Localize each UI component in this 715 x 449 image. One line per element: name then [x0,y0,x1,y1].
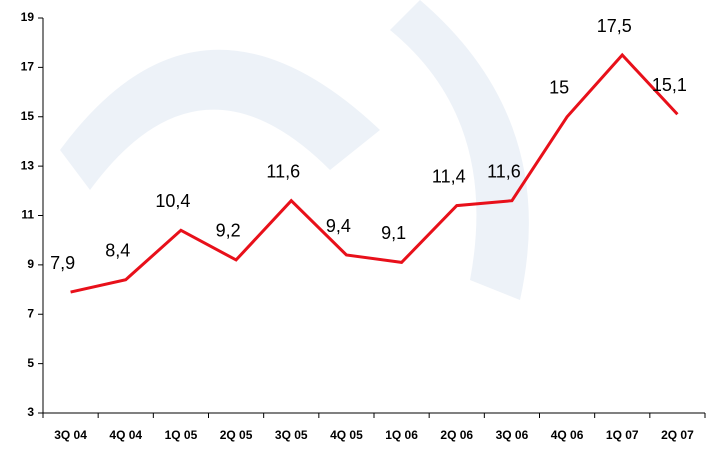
x-tick-label: 3Q 06 [496,428,529,442]
y-tick-label: 17 [21,60,35,74]
x-tick-label: 1Q 05 [165,428,198,442]
data-line [70,52,679,294]
value-label: 9,4 [326,216,351,236]
value-label: 15 [549,78,569,98]
x-tick-label: 3Q 04 [54,428,87,442]
value-label: 10,4 [155,191,190,211]
value-label: 8,4 [105,240,130,260]
x-tick-label: 1Q 07 [606,428,639,442]
value-label: 17,5 [597,16,632,36]
y-tick-label: 19 [21,10,35,24]
value-label: 15,1 [652,75,687,95]
x-tick-label: 4Q 06 [551,428,584,442]
y-tick-label: 7 [27,306,34,320]
y-tick-label: 9 [27,257,34,271]
watermark [60,0,529,300]
value-label: 11,6 [487,161,521,181]
x-tick-label: 2Q 07 [661,428,694,442]
value-label: 11,4 [432,166,466,186]
y-tick-label: 13 [21,158,35,172]
x-tick-label: 1Q 06 [385,428,418,442]
value-label: 9,2 [216,221,241,241]
y-tick-label: 15 [21,109,35,123]
y-tick-label: 5 [27,356,34,370]
x-tick-label: 3Q 05 [275,428,308,442]
y-tick-label: 3 [27,405,34,419]
x-tick-label: 4Q 04 [109,428,142,442]
x-tick-label: 4Q 05 [330,428,363,442]
value-label: 9,1 [381,223,406,243]
value-label: 7,9 [50,253,75,273]
value-label: 11,6 [266,161,300,181]
x-tick-label: 2Q 06 [440,428,473,442]
y-tick-label: 11 [21,208,34,222]
x-tick-label: 2Q 05 [220,428,253,442]
